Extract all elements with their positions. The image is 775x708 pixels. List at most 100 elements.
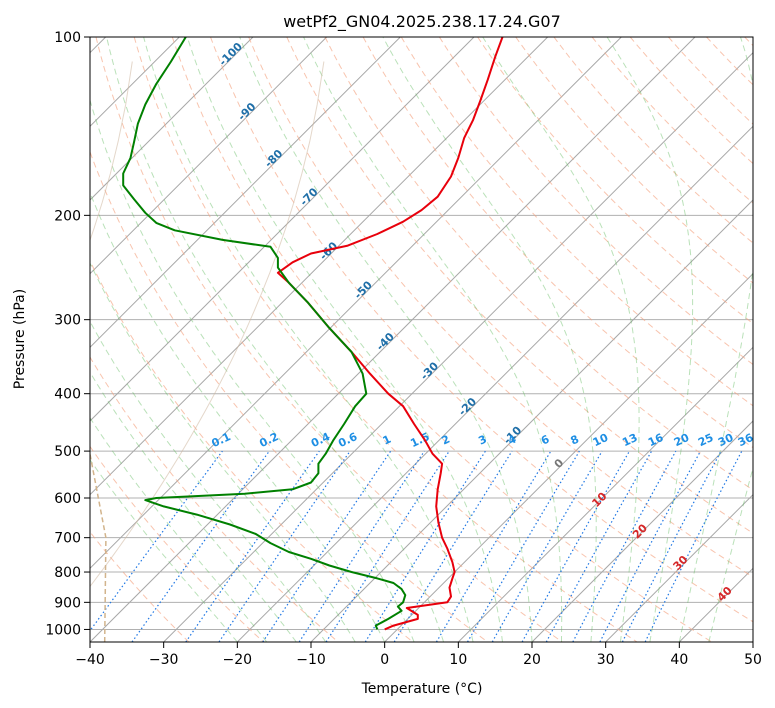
y-tick-label: 900 — [54, 595, 81, 611]
moist-adiabat — [90, 98, 415, 642]
moist-adiabat — [708, 466, 753, 642]
dewpoint-line — [122, 37, 407, 630]
moist-adiabat — [382, 37, 597, 642]
x-axis: −40 −30 −20 −10 0 10 20 30 40 50 — [75, 642, 762, 668]
mixing-ratio-label: 13 — [620, 431, 639, 449]
plot-area — [90, 37, 753, 642]
chart-title: wetPf2_GN04.2025.238.17.24.G07 — [283, 12, 561, 32]
moist-adiabat — [678, 37, 753, 642]
x-tick-label: −30 — [149, 652, 179, 668]
mixing-ratio-line — [572, 450, 677, 642]
x-tick-label: −10 — [296, 652, 326, 668]
mixing-ratio-line — [644, 450, 743, 642]
isotherm-line — [90, 37, 622, 570]
dry-adiabat — [133, 37, 638, 642]
x-tick-label: 40 — [670, 652, 688, 668]
mixing-ratio-label: 20 — [672, 431, 692, 449]
y-tick-label: 700 — [54, 531, 81, 547]
moist-adiabat — [90, 191, 386, 642]
dry-adiabat — [286, 37, 753, 534]
mixing-ratio-label: 36 — [736, 431, 756, 449]
moist-adiabat-lines — [90, 37, 753, 642]
y-tick-label: 400 — [54, 387, 81, 403]
isotherm-line — [90, 37, 696, 642]
mixing-ratio-line — [131, 450, 270, 642]
isotherm-line — [90, 37, 475, 422]
moist-adiabat — [606, 37, 694, 642]
isotherm-line — [236, 125, 753, 642]
dry-adiabat — [553, 37, 753, 244]
y-axis: 100 200 300 400 500 600 700 800 900 1000 — [45, 30, 90, 638]
moist-adiabat — [106, 37, 445, 642]
dry-adiabat — [210, 37, 753, 623]
moist-adiabat — [90, 261, 356, 642]
mixing-ratio-label: 30 — [716, 431, 736, 449]
dry-adiabat — [591, 37, 753, 204]
tan-curve — [90, 61, 325, 588]
dry-adiabat — [95, 37, 563, 642]
y-tick-label: 100 — [54, 30, 81, 46]
mixing-ratio-line — [218, 450, 351, 642]
x-tick-label: −20 — [223, 652, 253, 668]
isotherm-line — [605, 493, 753, 642]
mixing-ratio-line — [262, 450, 392, 642]
dry-adiabat-lines — [90, 37, 753, 642]
dry-adiabat — [248, 37, 753, 578]
plot-frame — [89, 36, 754, 643]
mixing-ratio-line — [298, 450, 425, 642]
x-tick-label: 0 — [380, 652, 389, 668]
isotherm-line — [90, 37, 328, 275]
isotherm-line — [90, 37, 549, 496]
isotherm-line — [457, 346, 753, 642]
mixing-ratio-line — [185, 450, 320, 642]
y-tick-label: 500 — [54, 444, 81, 460]
dry-adiabat — [171, 37, 712, 642]
dry-adiabat — [362, 37, 753, 449]
moist-adiabat — [90, 320, 327, 642]
y-tick-label: 300 — [54, 313, 81, 329]
dry-adiabat — [324, 37, 753, 491]
mixing-ratio-label: 10 — [591, 431, 611, 449]
isotherm-line — [531, 420, 753, 642]
x-tick-label: −40 — [75, 652, 105, 668]
y-tick-label: 600 — [54, 491, 81, 507]
dry-adiabat — [90, 259, 414, 642]
mixing-ratio-line — [393, 450, 513, 642]
dry-adiabat — [90, 356, 339, 642]
moist-adiabat — [90, 371, 297, 642]
dry-adiabat — [400, 37, 753, 407]
y-axis-label: Pressure (hPa) — [12, 289, 28, 389]
isotherm-line — [163, 51, 753, 642]
auxiliary-curves — [90, 61, 325, 642]
x-axis-label: Temperature (°C) — [361, 681, 483, 697]
y-tick-label: 200 — [54, 208, 81, 224]
mixing-ratio-label: 16 — [646, 431, 666, 449]
isotherm-line — [90, 37, 401, 349]
moist-adiabat — [482, 37, 640, 642]
dry-adiabat — [438, 37, 753, 366]
dry-adiabat — [90, 445, 264, 642]
moist-adiabat — [90, 458, 238, 642]
mixing-ratio-line — [521, 450, 631, 642]
moist-adiabat — [239, 37, 533, 642]
y-tick-label: 1000 — [45, 622, 81, 638]
profile-lines — [122, 37, 504, 631]
x-tick-label: 10 — [449, 652, 467, 668]
mixing-ratio-line — [90, 450, 223, 632]
isobar-gridlines — [90, 37, 753, 630]
isotherm-line — [90, 37, 254, 201]
mixing-ratio-line — [545, 450, 653, 642]
mixing-ratio-line — [325, 450, 450, 642]
x-tick-label: 50 — [744, 652, 762, 668]
moist-adiabat — [303, 37, 563, 642]
x-tick-label: 30 — [597, 652, 615, 668]
isotherm-gridlines — [90, 37, 753, 642]
mixing-ratio-lines — [90, 450, 743, 642]
temperature-line — [276, 37, 504, 631]
x-tick-label: 20 — [523, 652, 541, 668]
isotherm-line — [384, 272, 753, 642]
mixing-ratio-label: 25 — [696, 431, 715, 449]
moist-adiabat — [186, 37, 503, 642]
moist-adiabat — [143, 37, 474, 642]
